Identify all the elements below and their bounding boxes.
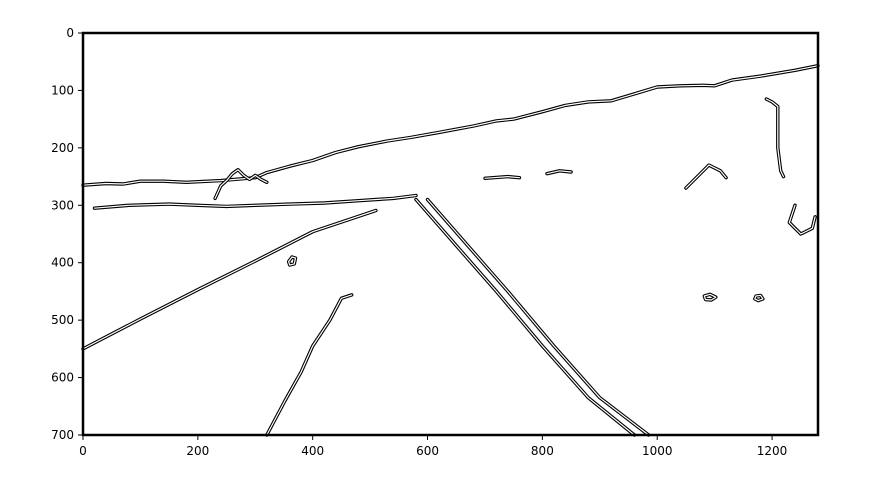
y-tick-label-0: 0 [66, 26, 74, 40]
x-tick-label-800: 800 [531, 444, 554, 458]
edge-road-right-edge-inner [415, 198, 635, 436]
y-tick-label-700: 700 [51, 428, 74, 442]
edge-road-right-edge-2-inner [426, 198, 650, 436]
x-tick-label-400: 400 [301, 444, 324, 458]
y-tick-label-400: 400 [51, 256, 74, 270]
edge-right-bracket-inner [788, 204, 816, 235]
edge-dash-a-inner [484, 176, 520, 179]
plot-frame [81, 31, 820, 437]
plot-area [83, 33, 818, 435]
edge-middle-ground-line-inner [93, 194, 417, 209]
edge-blob-1-inner [288, 256, 297, 266]
x-tick-label-600: 600 [416, 444, 439, 458]
edge-hill-left-inner [214, 169, 268, 199]
edge-dash-b-inner [546, 170, 572, 175]
edge-blob-3-inner [754, 294, 764, 302]
y-tick-label-100: 100 [51, 83, 74, 97]
y-tick-label-600: 600 [51, 371, 74, 385]
edge-blob-2-inner [703, 293, 717, 301]
y-tick-label-200: 200 [51, 141, 74, 155]
edge-right-structure-inner [765, 98, 785, 178]
x-tick-label-1000: 1000 [642, 444, 673, 458]
y-tick-label-300: 300 [51, 198, 74, 212]
edge-horizon-line-inner [82, 65, 819, 186]
edge-road-left-edge-inner [82, 209, 377, 350]
edge-hill-right-inner [685, 164, 727, 189]
y-tick-label-500: 500 [51, 313, 74, 327]
y-axis: 0 100 200 300 400 500 600 700 [51, 26, 83, 442]
x-axis: 0 200 400 600 800 1000 1200 [79, 435, 787, 458]
edges-layer [81, 64, 820, 437]
edge-road-center-dash-inner [266, 294, 353, 436]
x-tick-label-1200: 1200 [757, 444, 788, 458]
x-tick-label-200: 200 [186, 444, 209, 458]
x-tick-label-0: 0 [79, 444, 87, 458]
